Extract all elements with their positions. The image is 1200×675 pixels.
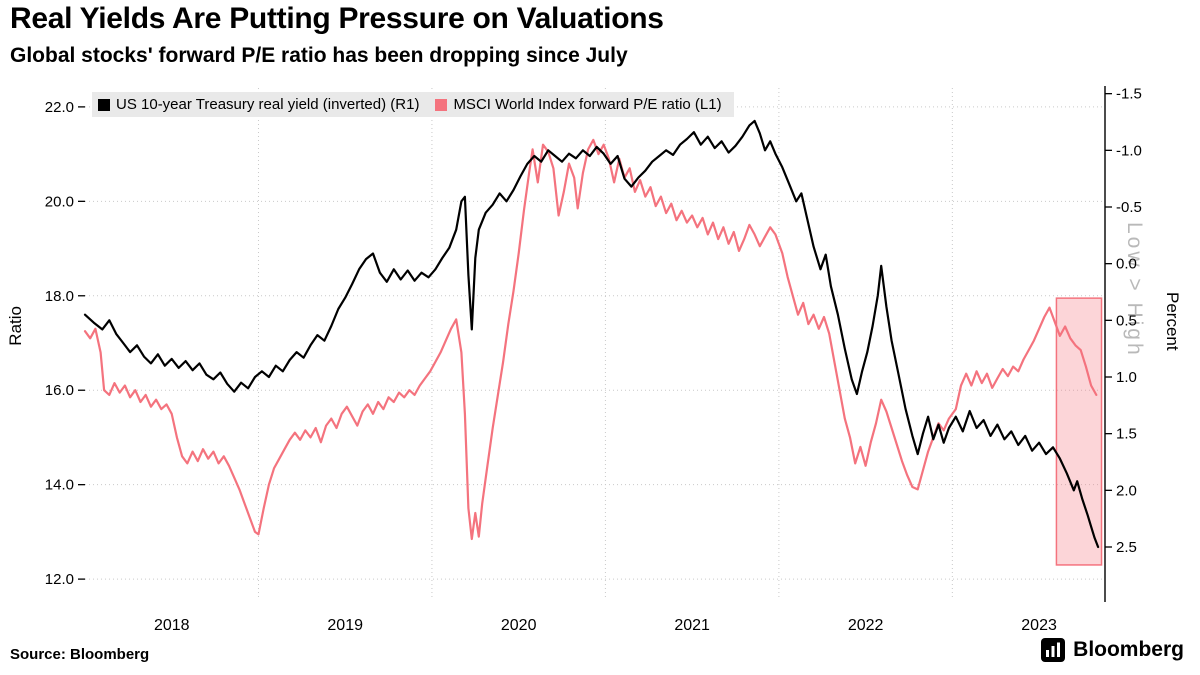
- x-tick-label: 2021: [674, 617, 710, 634]
- x-tick-label: 2019: [327, 617, 363, 634]
- x-tick-label: 2020: [501, 617, 537, 634]
- right-tick-label: 2.0: [1116, 482, 1137, 499]
- chart-title: Real Yields Are Putting Pressure on Valu…: [10, 2, 664, 35]
- right-axis-title: Percent: [1163, 292, 1182, 351]
- right-axis-direction-label: Low > High: [1123, 222, 1146, 358]
- bloomberg-logo-text: Bloomberg: [1073, 638, 1184, 661]
- legend-item-pe-ratio: MSCI World Index forward P/E ratio (L1): [435, 96, 722, 113]
- bloomberg-logo-icon: [1041, 638, 1066, 662]
- left-tick-label: 16.0: [45, 382, 74, 399]
- source-label: Source: Bloomberg: [10, 646, 150, 663]
- right-tick-label: -1.0: [1116, 142, 1142, 159]
- right-tick-label: 1.5: [1116, 426, 1137, 443]
- legend: US 10-year Treasury real yield (inverted…: [92, 92, 734, 117]
- chart-plot: 22.0 20.0 18.0 16.0 14.0 12.0 -1.5 -1.0 -0.5 0.0 0…: [45, 86, 1142, 634]
- legend-label-real-yield: US 10-year Treasury real yield (inverted…: [116, 96, 420, 113]
- right-tick-label: -0.5: [1116, 199, 1142, 216]
- right-tick-label: 0.0: [1116, 256, 1137, 273]
- x-tick-label: 2018: [154, 617, 190, 634]
- left-tick-label: 12.0: [45, 571, 74, 588]
- highlight-region: [1055, 297, 1103, 566]
- series-line-l1: [83, 138, 1098, 541]
- legend-item-real-yield: US 10-year Treasury real yield (inverted…: [98, 96, 419, 113]
- legend-swatch-real-yield: [98, 98, 110, 111]
- series-line-r1: [83, 119, 1100, 549]
- legend-label-pe-ratio: MSCI World Index forward P/E ratio (L1): [453, 96, 722, 113]
- left-tick-label: 14.0: [45, 477, 74, 494]
- right-tick-label: 2.5: [1116, 539, 1137, 556]
- x-tick-label: 2023: [1021, 617, 1057, 634]
- bloomberg-logo: Bloomberg: [1041, 638, 1184, 662]
- right-tick-label: 1.0: [1116, 369, 1137, 386]
- x-tick-label: 2022: [848, 617, 884, 634]
- left-tick-label: 18.0: [45, 288, 74, 305]
- right-tick-label: 0.5: [1116, 312, 1137, 329]
- right-tick-label: -1.5: [1116, 86, 1142, 103]
- chart-subtitle: Global stocks' forward P/E ratio has bee…: [10, 44, 628, 67]
- legend-swatch-pe-ratio: [435, 98, 448, 111]
- left-tick-label: 20.0: [45, 193, 74, 210]
- left-tick-label: 22.0: [45, 99, 74, 116]
